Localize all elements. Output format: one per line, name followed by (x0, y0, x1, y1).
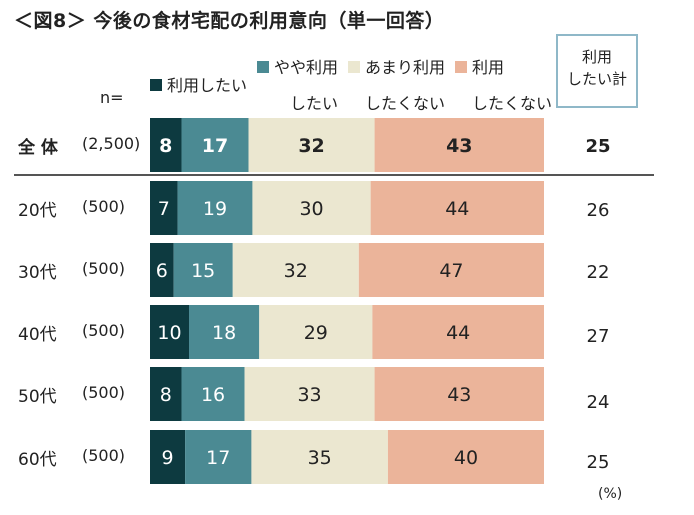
row-label: 60代 (18, 450, 57, 470)
row-label: 40代 (18, 325, 57, 345)
bar-segment (177, 181, 253, 235)
bar-segment (259, 305, 373, 359)
row-sample-size: (500) (82, 259, 126, 278)
legend-item: 利用したい (150, 76, 247, 96)
legend-item: あまり利用したくない (348, 58, 445, 114)
bar-value-label: 43 (447, 384, 471, 406)
legend-label: あまり利用 (365, 58, 446, 77)
row-sample-size: (500) (82, 197, 126, 216)
row-sample-size: (500) (82, 321, 126, 340)
bar-segment (387, 430, 544, 484)
bar-segment (181, 118, 249, 172)
legend-swatch (257, 61, 270, 73)
bar-value-label: 9 (162, 447, 174, 469)
bar-segment (248, 118, 375, 172)
legend-label-line2: したい (290, 94, 339, 113)
bar-segment (372, 305, 544, 359)
bar-value-label: 8 (160, 384, 172, 406)
bar-segment (181, 367, 245, 421)
row-label: 全 体 (18, 138, 58, 158)
legend-label: 利用 (472, 58, 505, 77)
n-label: n= (100, 88, 124, 107)
legend-label: やや利用 (274, 58, 339, 77)
bar-segment (244, 367, 375, 421)
row-label: 30代 (18, 263, 57, 283)
bar-segment (150, 118, 182, 172)
bar-value-label: 16 (201, 384, 225, 406)
legend-item: 利用 したくない (455, 58, 552, 114)
bar-value-label: 33 (297, 384, 321, 406)
bar-value-label: 30 (299, 198, 323, 220)
row-sample-size: (500) (82, 446, 126, 465)
bar-value-label: 32 (284, 260, 308, 282)
bar-segment (173, 243, 233, 297)
row-sample-size: (500) (82, 383, 126, 402)
bar-value-label: 10 (157, 322, 181, 344)
bar-segment (251, 430, 388, 484)
percent-unit: (%) (598, 486, 623, 502)
bar-segment (252, 181, 371, 235)
total-box-line2: したい計 (566, 70, 627, 88)
total-value: 22 (586, 262, 610, 283)
bar-segment (189, 305, 260, 359)
bar-value-label: 19 (203, 198, 227, 220)
bar-segment (150, 430, 186, 484)
row-label: 20代 (18, 201, 57, 221)
bar-segment (358, 243, 544, 297)
bar-segment (150, 243, 174, 297)
bar-value-label: 35 (308, 447, 332, 469)
legend-label: 利用したい (167, 76, 248, 95)
bar-value-label: 44 (445, 198, 469, 220)
bar-value-label: 47 (439, 260, 463, 282)
bar-value-label: 32 (298, 135, 324, 157)
legend-item: やや利用したい (257, 58, 338, 114)
total-value: 27 (586, 326, 610, 347)
bar-value-label: 18 (212, 322, 236, 344)
total-value: 24 (586, 392, 610, 413)
legend-swatch (455, 61, 468, 73)
bar-value-label: 6 (156, 260, 168, 282)
bar-segment (185, 430, 252, 484)
total-box-line1: 利用 (581, 48, 612, 66)
bar-value-label: 40 (454, 447, 478, 469)
bar-segment (150, 305, 190, 359)
bar-value-label: 44 (446, 322, 470, 344)
total-value: 25 (585, 136, 611, 157)
bar-segment (370, 181, 544, 235)
bar-value-label: 29 (304, 322, 328, 344)
bar-segment (150, 181, 178, 235)
bar-value-label: 8 (159, 135, 172, 157)
row-label: 50代 (18, 387, 57, 407)
bar-segment (374, 367, 544, 421)
chart-title: ＜図8＞ 今後の食材宅配の利用意向（単一回答） (14, 10, 445, 32)
row-sample-size: (2,500) (82, 134, 141, 153)
total-value: 25 (586, 452, 610, 473)
bar-value-label: 15 (191, 260, 215, 282)
bar-value-label: 17 (206, 447, 230, 469)
legend-label-line2: したくない (365, 94, 446, 113)
total-value: 26 (586, 200, 610, 221)
bar-segment (150, 367, 182, 421)
bar-value-label: 17 (202, 135, 228, 157)
divider (14, 174, 654, 176)
legend: 利用したい やや利用したい あまり利用したくない 利用したくない (150, 58, 562, 114)
bar-value-label: 7 (158, 198, 170, 220)
bar-value-label: 43 (446, 135, 472, 157)
total-box: 利用 したい計 (556, 34, 638, 108)
legend-swatch (150, 79, 162, 91)
bar-segment (232, 243, 359, 297)
bar-segment (374, 118, 544, 172)
legend-label-line2: したくない (472, 94, 553, 113)
legend-swatch (348, 61, 361, 73)
